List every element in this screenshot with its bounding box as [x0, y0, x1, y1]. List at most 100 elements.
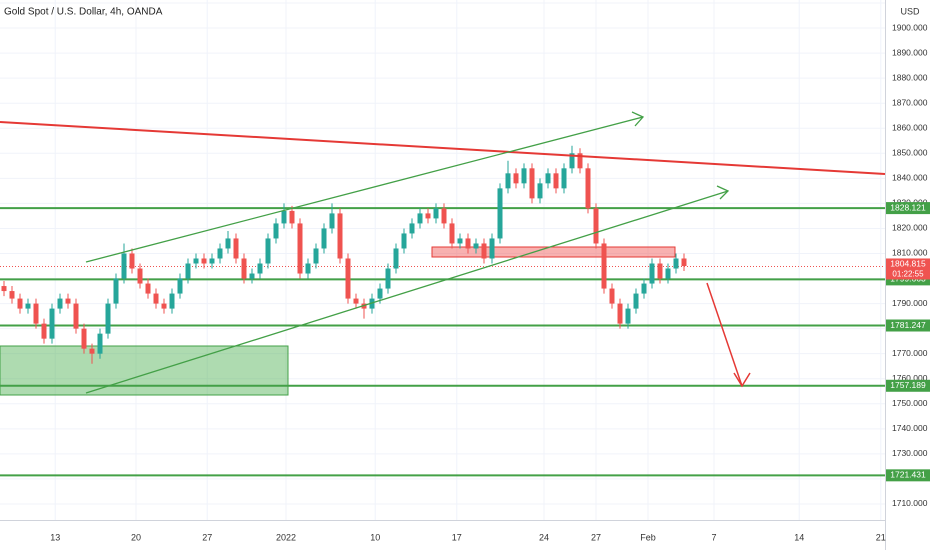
currency-box [890, 0, 932, 20]
candle-body [73, 303, 79, 329]
y-tick-label: 1760.000 [892, 373, 928, 383]
level-label: 1781.247 [890, 320, 926, 330]
candle-body [201, 258, 207, 264]
candle-body [681, 258, 687, 267]
axis-labels: 1710.0001720.0001730.0001740.0001750.000… [50, 0, 930, 542]
candle-body [497, 188, 503, 239]
candle-body [225, 238, 231, 249]
x-tick-label: 7 [711, 532, 716, 542]
candle-body [193, 258, 199, 264]
candle-body [113, 278, 119, 304]
x-tick-label: 13 [50, 532, 60, 542]
candle-body [57, 298, 63, 309]
time-axis [0, 521, 886, 550]
candle-body [241, 258, 247, 279]
candle-body [465, 238, 471, 249]
projection-arrow-head [733, 372, 751, 388]
channel-top-arrow [631, 111, 645, 127]
candle-body [281, 210, 287, 224]
candle-body [305, 263, 311, 274]
candle-body [393, 248, 399, 269]
x-tick-label: 20 [131, 532, 141, 542]
y-tick-label: 1870.000 [892, 97, 928, 107]
candle-body [233, 238, 239, 259]
candle-body [569, 153, 575, 169]
candle-body [561, 168, 567, 189]
candle-body [161, 303, 167, 309]
projection-arrow [706, 282, 743, 387]
candle-body [121, 253, 127, 279]
x-tick-label: 27 [202, 532, 212, 542]
candle-body [617, 303, 623, 324]
y-tick-label: 1730.000 [892, 448, 928, 458]
candle-body [321, 228, 327, 249]
candle-body [65, 298, 71, 304]
candle-body [289, 210, 295, 224]
candle-body [177, 278, 183, 294]
candle-body [129, 253, 135, 269]
candle-body [33, 303, 39, 324]
candle-body [257, 263, 263, 274]
level-tag [886, 202, 930, 215]
level-tag [886, 379, 930, 392]
candle-body [145, 283, 151, 294]
candle-body [505, 173, 511, 189]
y-tick-label: 1860.000 [892, 122, 928, 132]
candle-body [601, 243, 607, 289]
candle-body [545, 173, 551, 184]
x-tick-label: 24 [539, 532, 549, 542]
candle-body [249, 273, 255, 279]
candles [1, 145, 687, 364]
supply-zone [431, 246, 676, 258]
candle-body [137, 268, 143, 284]
y-tick-label: 1770.000 [892, 348, 928, 358]
candle-body [217, 248, 223, 259]
level-label: 1828.121 [890, 202, 926, 212]
y-tick-label: 1790.000 [892, 298, 928, 308]
candle-body [17, 298, 23, 309]
candle-body [1, 286, 7, 292]
candle-body [41, 323, 47, 339]
candle-body [417, 213, 423, 224]
level-tag [886, 319, 930, 332]
candle-body [401, 233, 407, 249]
x-tick-label: Feb [640, 532, 656, 542]
candle-body [657, 263, 663, 279]
candle-body [537, 183, 543, 199]
y-tick-label: 1850.000 [892, 148, 928, 158]
level-label: 1757.189 [890, 380, 926, 390]
candle-body [593, 208, 599, 244]
candle-body [409, 223, 415, 234]
candle-body [553, 173, 559, 189]
last-price-tag [886, 258, 930, 280]
y-tick-label: 1900.000 [892, 22, 928, 32]
candle-body [385, 268, 391, 289]
last-price-label: 1804.815 [890, 259, 926, 269]
candle-body [473, 243, 479, 249]
candle-body [153, 293, 159, 304]
channel-bottom [85, 190, 729, 394]
candle-body [513, 173, 519, 184]
candle-body [665, 268, 671, 279]
countdown-label: 01:22:55 [892, 270, 924, 279]
level-tag [886, 469, 930, 482]
candle-body [577, 153, 583, 169]
candle-body [185, 263, 191, 279]
candle-body [337, 213, 343, 259]
candle-body [49, 308, 55, 339]
y-tick-label: 1840.000 [892, 173, 928, 183]
candle-body [649, 263, 655, 284]
candle-body [585, 168, 591, 209]
candle-body [641, 283, 647, 294]
candle-body [433, 208, 439, 219]
candle-body [265, 238, 271, 264]
y-tick-label: 1740.000 [892, 423, 928, 433]
candle-body [449, 223, 455, 244]
candle-body [105, 303, 111, 334]
channel-bottom-arrow [716, 185, 730, 200]
y-tick-label: 1890.000 [892, 47, 928, 57]
candle-body [97, 333, 103, 354]
